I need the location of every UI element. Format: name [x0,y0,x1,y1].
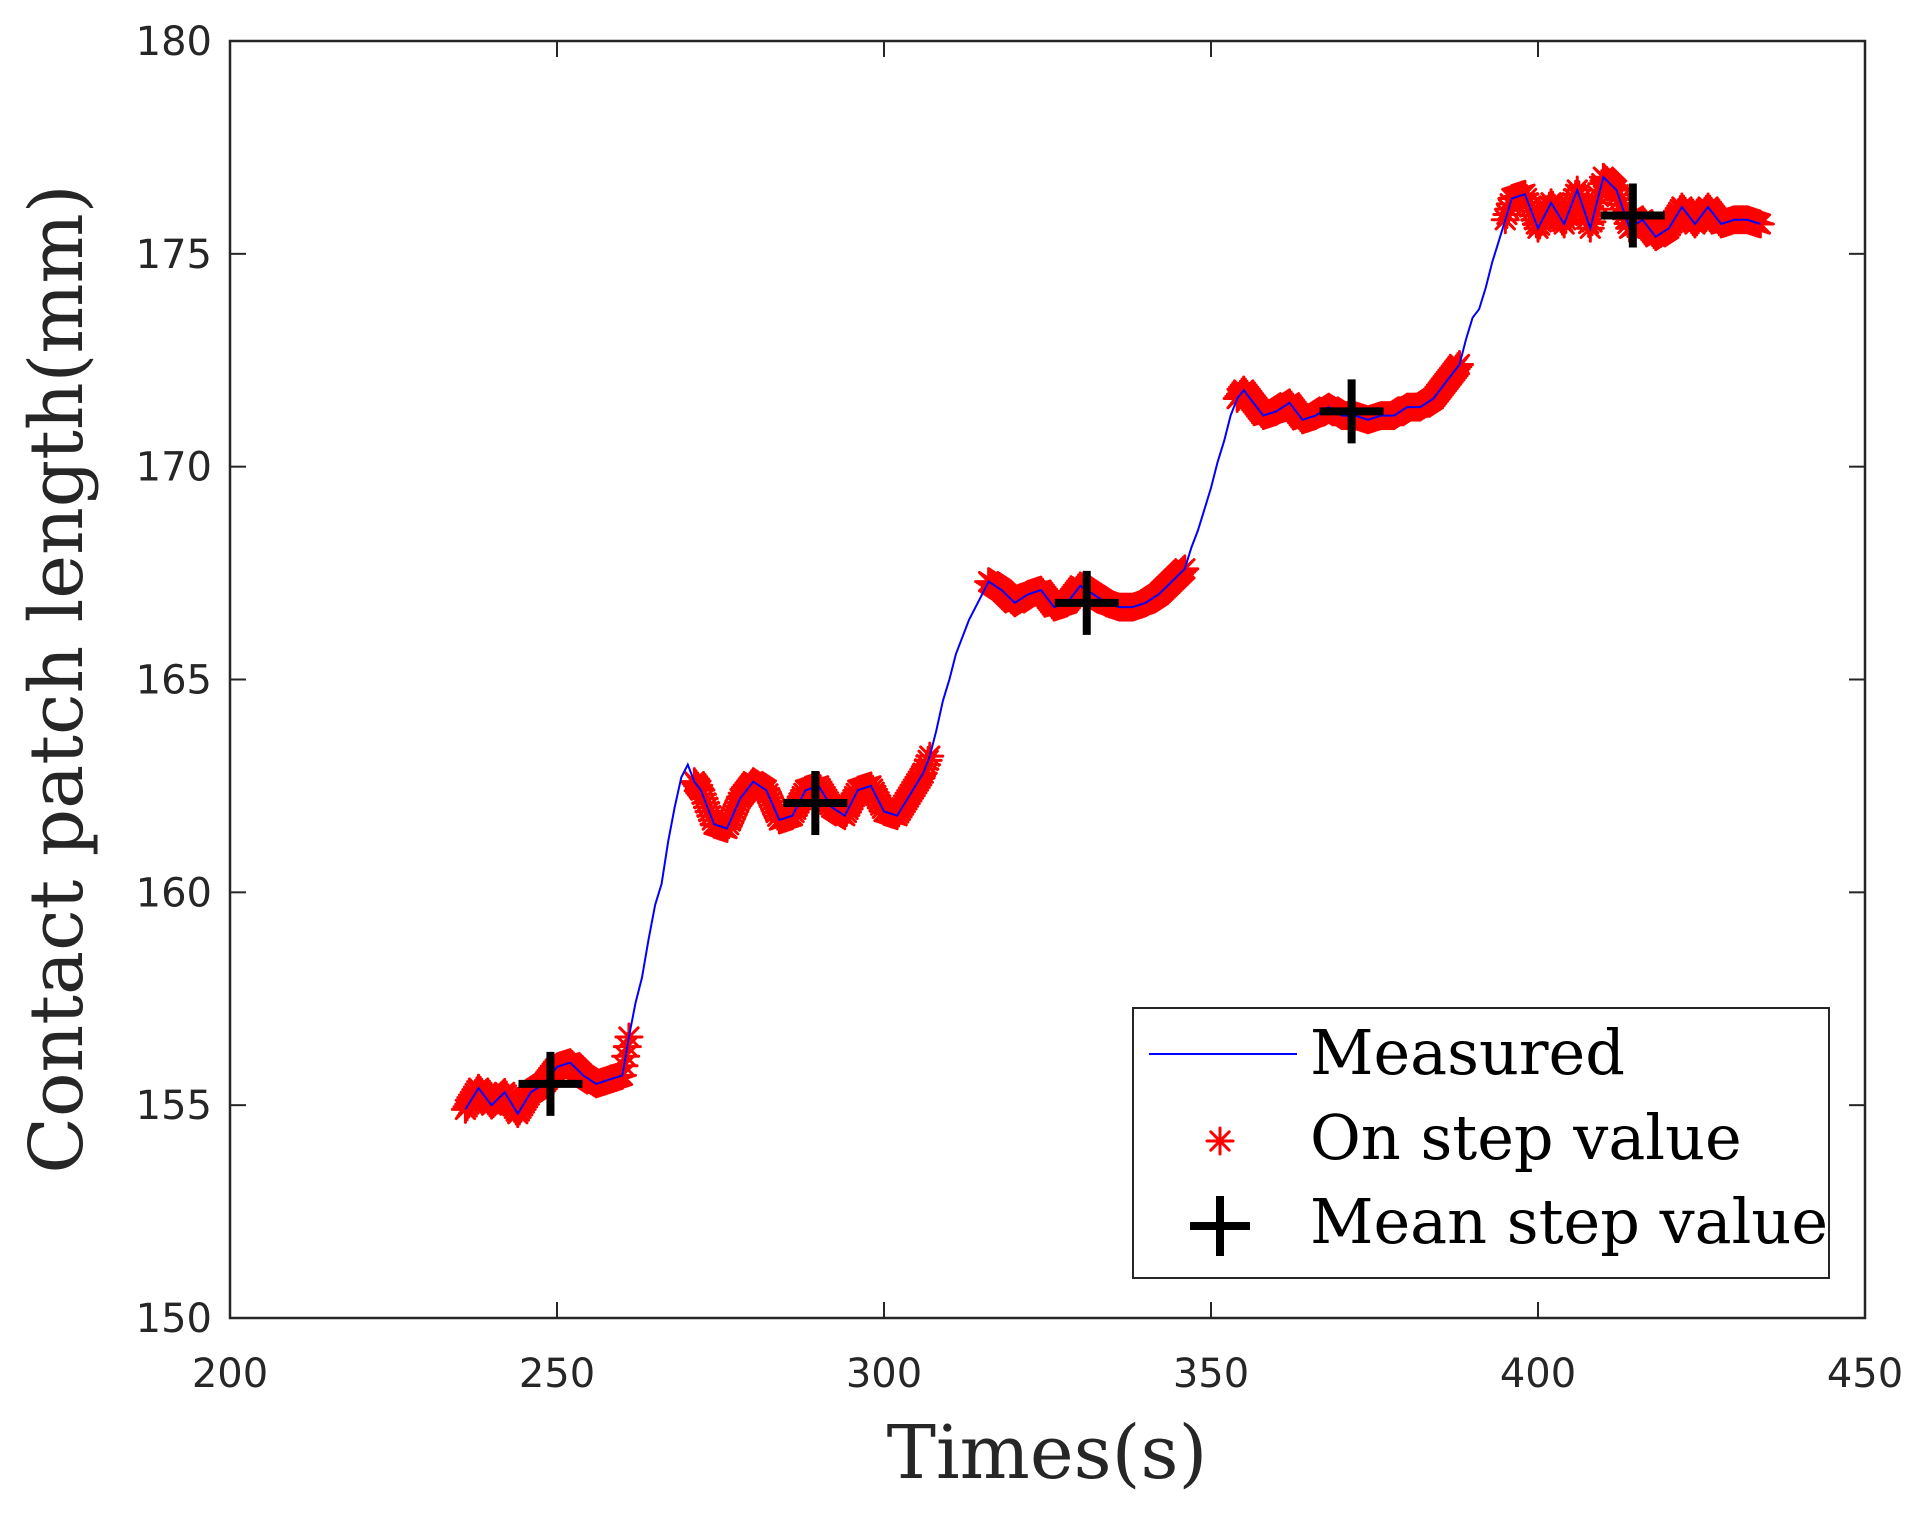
x-tick-label: 250 [519,1351,595,1397]
legend-on-step-swatch [1207,1128,1233,1154]
x-axis-title: Times(s) [887,1410,1208,1496]
x-tick-label: 300 [846,1351,922,1397]
x-tick-label: 350 [1173,1351,1249,1397]
y-tick-label: 160 [136,870,212,916]
y-tick-label: 150 [136,1296,212,1342]
legend: Measured On step value Mean step value [1133,1008,1829,1278]
chart: 200 250 300 350 400 450 150 155 160 165 170 175 180… [0,0,1909,1515]
legend-label-measured: Measured [1310,1016,1625,1089]
legend-label-on-step: On step value [1310,1101,1742,1174]
y-axis-title: Contact patch length(mm) [14,184,100,1173]
y-tick-label: 155 [136,1083,212,1129]
y-tick-label: 165 [136,658,212,704]
x-tick-label: 400 [1500,1351,1576,1397]
legend-label-mean-step: Mean step value [1310,1185,1828,1258]
y-tick-label: 175 [136,232,212,278]
x-tick-label: 200 [192,1351,268,1397]
y-tick-label: 170 [136,445,212,491]
x-tick-label: 450 [1827,1351,1903,1397]
y-tick-label: 180 [136,19,212,65]
